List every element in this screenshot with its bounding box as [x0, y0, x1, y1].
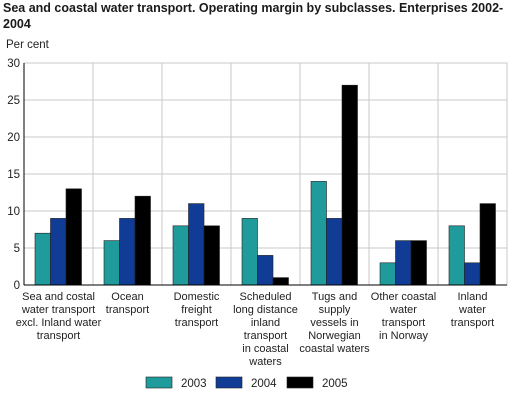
bar-2003-1: [103, 240, 120, 286]
x-category-label: Scheduled long distance inland transport in …: [233, 291, 298, 368]
y-tick-label: 10: [7, 206, 20, 218]
y-tick-label: 30: [7, 58, 20, 70]
y-tick-label: 20: [7, 132, 20, 144]
chart-title: Sea and coastal water transport. Operati…: [3, 1, 504, 31]
x-category-label: Ocean transport: [106, 291, 149, 316]
legend-swatch-2004: [215, 376, 243, 389]
bar-2004-3: [257, 255, 274, 286]
legend-label-2005: 2005: [322, 378, 348, 390]
bar-2005-2: [203, 225, 220, 286]
bar-2005-6: [479, 203, 496, 286]
legend: 2003 2004 2005: [145, 376, 348, 390]
x-category-label: Tugs and supply vessels in Norwegian coastal…: [299, 291, 370, 355]
legend-swatch-2005: [286, 376, 314, 389]
x-category-label: Sea and costal water transport excl. Inlan…: [16, 291, 102, 342]
y-tick-label: 25: [7, 95, 20, 107]
y-axis-label: Per cent: [6, 39, 50, 51]
legend-swatch-2003: [145, 376, 173, 389]
y-tick-label: 5: [14, 243, 20, 255]
y-tick-label: 15: [7, 169, 20, 181]
x-category-label: Inland water transport: [451, 291, 494, 329]
legend-label-2003: 2003: [181, 378, 207, 390]
bar-2005-5: [410, 240, 427, 286]
bar-2005-4: [341, 84, 358, 286]
x-category-label: Domestic freight transport: [174, 291, 220, 329]
bars: [34, 84, 496, 286]
bar-2005-0: [65, 188, 82, 286]
bar-2004-6: [464, 262, 481, 286]
gridlines: [23, 62, 508, 286]
x-category-label: Other coastal water transport in Norway: [371, 291, 436, 342]
y-tick-label: 0: [14, 280, 20, 292]
bar-2003-3: [241, 218, 258, 286]
bar-2004-1: [119, 218, 136, 286]
bar-2005-3: [272, 277, 289, 286]
bar-2003-5: [379, 262, 396, 286]
bar-2004-2: [188, 203, 205, 286]
bar-2003-4: [310, 181, 327, 286]
bar-2003-0: [34, 232, 51, 286]
x-category-labels: Sea and costal water transport excl. Inlan…: [16, 291, 495, 368]
bar-2005-1: [134, 195, 151, 286]
legend-label-2004: 2004: [251, 378, 277, 390]
axes: [23, 63, 507, 286]
bar-2004-4: [326, 218, 343, 286]
bar-2004-5: [395, 240, 412, 286]
bar-2003-6: [448, 225, 465, 286]
bar-2004-0: [50, 218, 67, 286]
y-tick-labels: 0 5 10 15 20 25 30: [7, 58, 20, 292]
bar-2003-2: [172, 225, 189, 286]
